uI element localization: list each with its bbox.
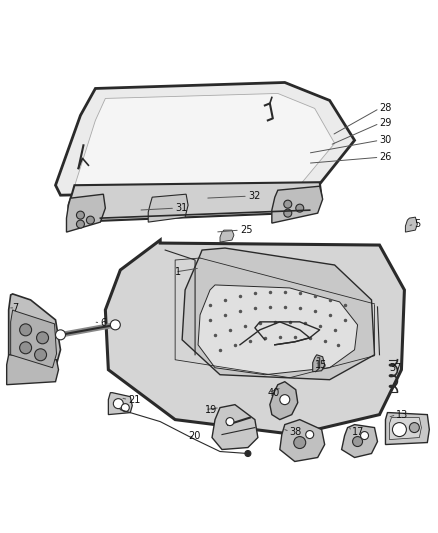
Circle shape — [392, 423, 406, 437]
Circle shape — [353, 437, 363, 447]
Circle shape — [284, 200, 292, 208]
Circle shape — [35, 349, 46, 361]
Text: 30: 30 — [379, 135, 392, 146]
Circle shape — [280, 394, 290, 405]
Circle shape — [410, 423, 419, 433]
Polygon shape — [67, 194, 106, 232]
Polygon shape — [342, 425, 378, 457]
Circle shape — [284, 209, 292, 217]
Text: 19: 19 — [205, 405, 217, 415]
Circle shape — [20, 342, 32, 354]
Polygon shape — [9, 294, 60, 372]
Circle shape — [113, 399, 124, 409]
Circle shape — [77, 220, 85, 228]
Circle shape — [86, 216, 95, 224]
Text: 5: 5 — [414, 219, 420, 229]
Circle shape — [360, 432, 368, 440]
Polygon shape — [7, 355, 59, 385]
Text: 25: 25 — [240, 225, 252, 235]
Circle shape — [226, 417, 234, 425]
Circle shape — [294, 437, 306, 449]
Circle shape — [121, 403, 129, 411]
Text: 26: 26 — [379, 152, 392, 162]
Text: 20: 20 — [188, 431, 201, 441]
Polygon shape — [75, 93, 335, 186]
Polygon shape — [148, 194, 188, 222]
Polygon shape — [106, 240, 404, 434]
Text: 31: 31 — [175, 203, 187, 213]
Polygon shape — [272, 186, 323, 223]
Polygon shape — [56, 83, 355, 195]
Text: 28: 28 — [379, 103, 392, 114]
Polygon shape — [182, 248, 374, 379]
Text: 6: 6 — [100, 318, 106, 328]
Circle shape — [56, 330, 66, 340]
Polygon shape — [68, 182, 321, 222]
Text: 40: 40 — [268, 387, 280, 398]
Text: 15: 15 — [314, 360, 327, 370]
Text: 7: 7 — [13, 303, 19, 313]
Text: 17: 17 — [352, 426, 364, 437]
Polygon shape — [385, 413, 429, 445]
Circle shape — [20, 324, 32, 336]
Polygon shape — [280, 419, 325, 462]
Polygon shape — [108, 393, 132, 415]
Polygon shape — [11, 310, 57, 368]
Circle shape — [77, 211, 85, 219]
Text: 38: 38 — [290, 426, 302, 437]
Text: 21: 21 — [128, 394, 141, 405]
Polygon shape — [313, 355, 325, 372]
Circle shape — [37, 332, 49, 344]
Text: 32: 32 — [248, 191, 260, 201]
Circle shape — [306, 431, 314, 439]
Polygon shape — [270, 382, 298, 419]
Text: 13: 13 — [396, 410, 409, 419]
Text: 29: 29 — [379, 118, 392, 128]
Circle shape — [296, 204, 304, 212]
Polygon shape — [198, 285, 357, 375]
Polygon shape — [220, 230, 234, 242]
Text: 1: 1 — [175, 267, 181, 277]
Polygon shape — [406, 217, 417, 232]
Polygon shape — [212, 405, 258, 449]
Text: 37: 37 — [389, 363, 402, 373]
Polygon shape — [389, 417, 421, 440]
Circle shape — [110, 320, 120, 330]
Circle shape — [245, 450, 251, 456]
